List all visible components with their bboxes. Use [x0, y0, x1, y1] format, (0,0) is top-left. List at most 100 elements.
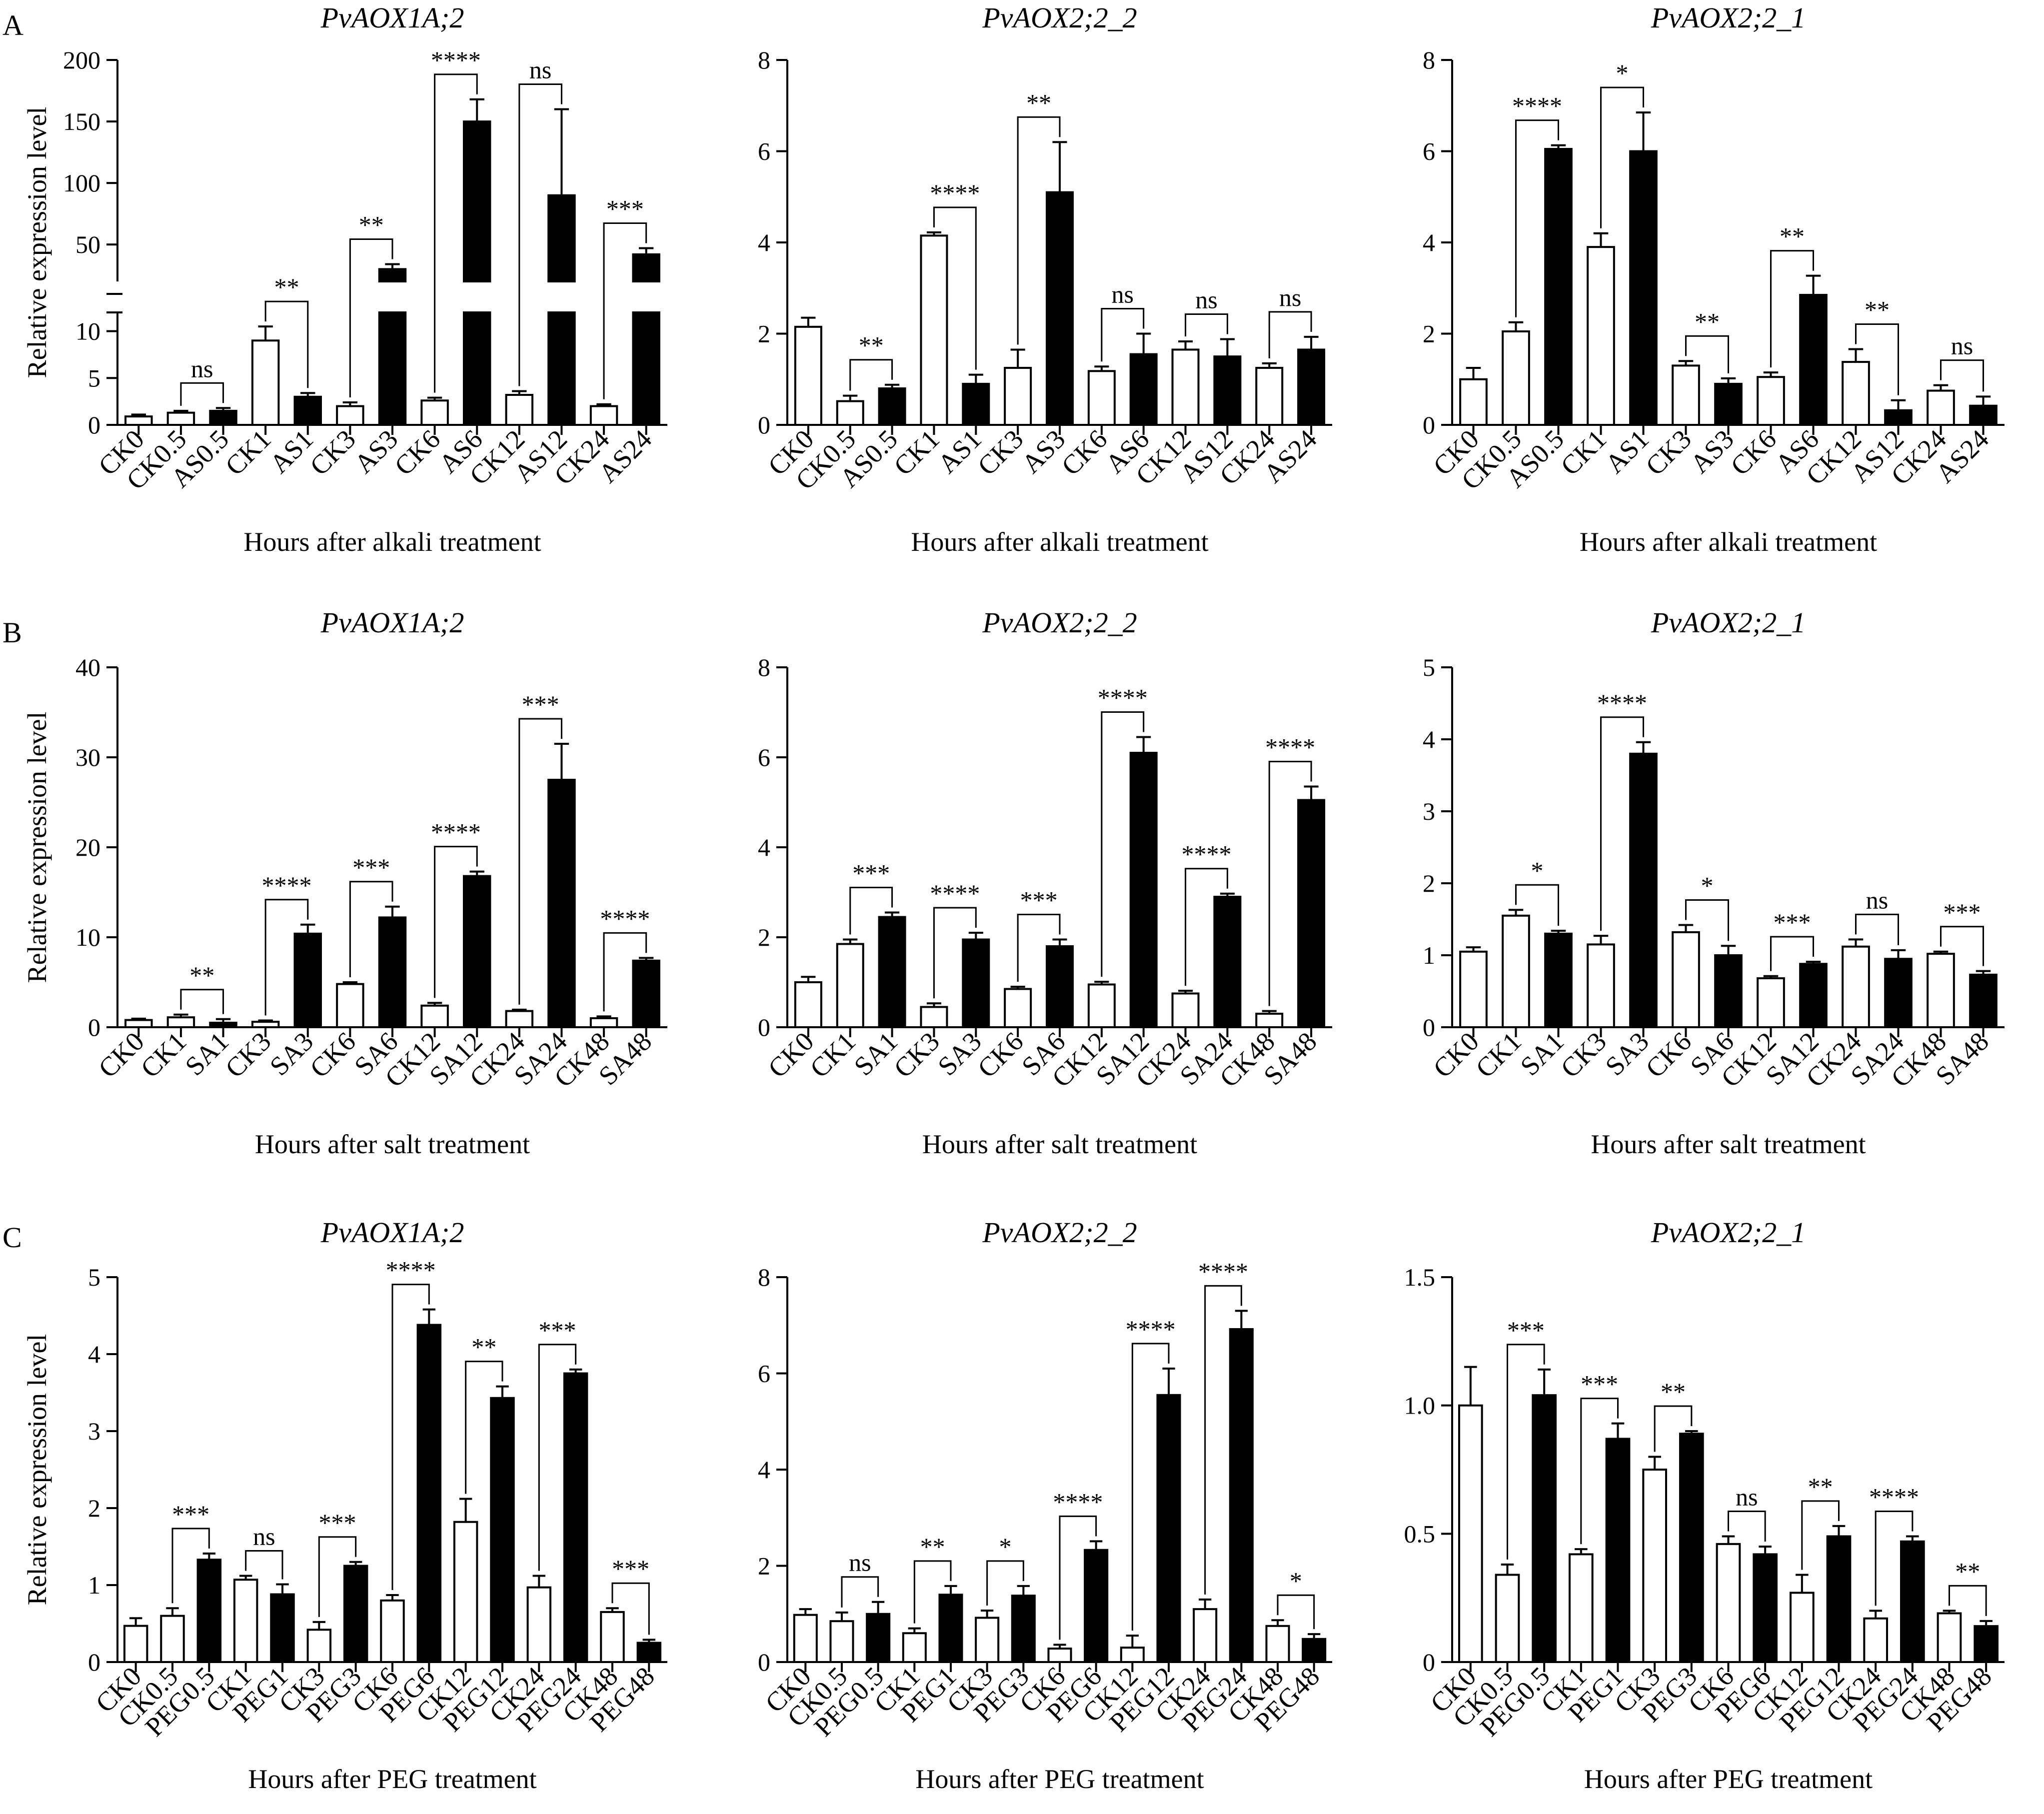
bar [1265, 1625, 1290, 1663]
significance-label: ** [859, 331, 884, 359]
significance-label: ns [529, 55, 551, 83]
significance-label: **** [1198, 1257, 1248, 1285]
bar [1084, 1549, 1109, 1664]
bar [1046, 191, 1074, 426]
significance-bracket [1875, 1510, 1914, 1606]
significance-label: ns [1195, 285, 1217, 313]
bar [1229, 1328, 1254, 1663]
bar [490, 1397, 515, 1663]
bar [1004, 988, 1032, 1028]
y-tick-label: 8 [758, 1263, 770, 1291]
x-tick-label: SA3 [932, 1026, 987, 1081]
bar [123, 1625, 148, 1664]
y-tick-label: 6 [758, 1360, 770, 1388]
y-tick-label: 2 [1423, 869, 1435, 897]
significance-label: ** [1808, 1473, 1833, 1501]
y-tick-label: 6 [758, 743, 770, 771]
chart-title: PvAOX2;2_2 [982, 1216, 1137, 1249]
bar [124, 415, 153, 426]
x-tick-label: SA3 [264, 1026, 319, 1081]
significance-bracket [849, 887, 893, 935]
significance-bracket [349, 881, 393, 977]
x-tick-label: AS3 [348, 424, 403, 479]
significance-label: *** [1774, 908, 1811, 936]
bar [1047, 1648, 1072, 1664]
significance-label: ns [1112, 280, 1134, 308]
bar [866, 1613, 891, 1663]
significance-bracket [1268, 311, 1312, 358]
bar [1842, 361, 1870, 426]
bar [380, 1599, 405, 1664]
bar [563, 1372, 588, 1663]
significance-bracket [1101, 711, 1145, 977]
significance-bracket [849, 359, 893, 391]
y-tick-label: 6 [758, 137, 770, 165]
y-tick-label: 0 [1423, 1013, 1435, 1041]
significance-label: ns [1736, 1483, 1758, 1511]
bar [463, 120, 491, 283]
significance-label: ** [359, 211, 384, 239]
bar [1087, 983, 1116, 1028]
significance-bracket [603, 932, 647, 1012]
chart-title: PvAOX2;2_2 [982, 606, 1137, 639]
bar [1458, 1404, 1483, 1664]
y-axis-label: Relative expression level [22, 107, 52, 378]
significance-label: **** [1098, 684, 1148, 712]
x-tick-label: AS1 [1600, 424, 1655, 479]
significance-label: **** [1512, 92, 1562, 120]
significance-label: *** [1944, 898, 1981, 926]
significance-label: * [999, 1533, 1012, 1561]
y-axis-label: Relative expression level [22, 712, 52, 983]
significance-bracket [1515, 884, 1559, 926]
significance-label: ** [189, 961, 214, 989]
x-axis-label: Hours after PEG treatment [915, 1764, 1204, 1794]
bar [1004, 366, 1032, 426]
significance-label: **** [386, 1256, 436, 1284]
x-tick-label: CK0 [92, 1026, 150, 1084]
significance-bracket [1654, 1405, 1693, 1452]
chart-8: PvAOX2;2_202468CK0CK0.5PEG0.5CK1PEG1CK3P… [758, 1216, 1332, 1794]
significance-label: **** [1265, 733, 1315, 761]
x-tick-label: CK0 [1427, 1026, 1485, 1084]
significance-label: ** [274, 273, 299, 301]
bar [1629, 752, 1658, 1029]
significance-label: *** [319, 1509, 356, 1537]
bar [829, 1620, 854, 1663]
bar [293, 395, 322, 426]
y-tick-label: 0 [758, 1013, 770, 1041]
y-tick-label: 2 [88, 1494, 100, 1522]
bar [209, 409, 237, 426]
chart-title: PvAOX2;2_2 [982, 1, 1137, 34]
significance-bracket [264, 300, 309, 388]
bar [1532, 1394, 1557, 1663]
significance-bracket [180, 989, 224, 1014]
significance-bracket [518, 718, 562, 1005]
bar [1171, 992, 1200, 1028]
significance-bracket [1204, 1285, 1242, 1595]
bar [1255, 366, 1284, 426]
significance-bracket [1131, 1343, 1170, 1631]
y-tick-label: 1 [1423, 941, 1435, 969]
significance-label: ** [1661, 1378, 1686, 1406]
bar [1120, 1647, 1145, 1663]
x-tick-label: CK3 [1640, 424, 1697, 481]
significance-label: *** [522, 690, 559, 718]
significance-label: **** [261, 871, 311, 899]
x-tick-label: CK3 [1555, 1026, 1612, 1084]
y-tick-label: 4 [1423, 725, 1435, 753]
significance-label: *** [606, 195, 644, 223]
significance-bracket [171, 1528, 210, 1604]
bar [343, 1565, 368, 1663]
bar [1753, 1553, 1778, 1663]
x-tick-label: SA1 [1515, 1026, 1570, 1081]
x-axis-label: Hours after salt treatment [922, 1129, 1197, 1159]
significance-bracket [1949, 1585, 1987, 1616]
significance-bracket [1185, 313, 1228, 337]
significance-label: **** [930, 179, 980, 207]
x-tick-label: CK6 [1640, 1026, 1697, 1084]
bar [878, 916, 906, 1028]
chart-title: PvAOX1A;2 [320, 1216, 464, 1249]
significance-label: **** [431, 818, 481, 846]
bar [166, 411, 195, 426]
